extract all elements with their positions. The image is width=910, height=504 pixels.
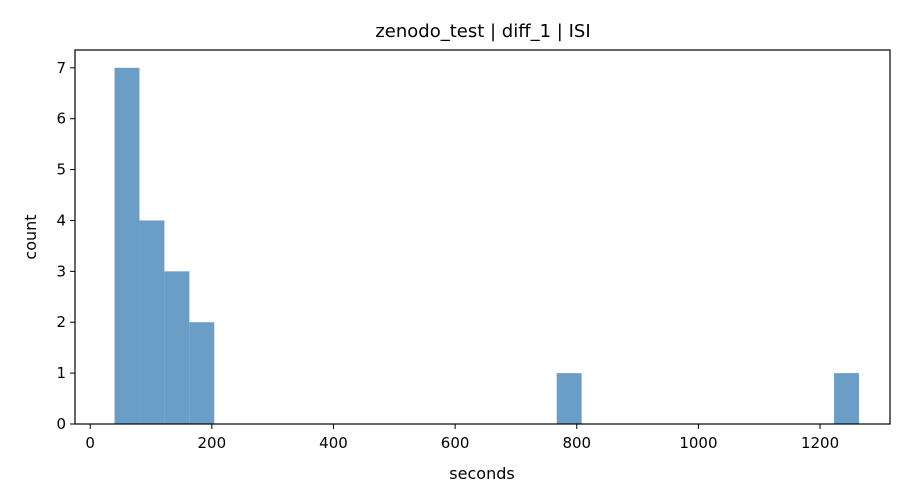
histogram-bar-4 (556, 373, 582, 424)
y-tick-label-1: 1 (56, 364, 66, 382)
x-axis-ticks: 0 200 400 600 800 1000 1200 (85, 424, 839, 452)
x-axis-label: seconds (449, 464, 514, 483)
y-tick-label-6: 6 (56, 110, 66, 128)
histogram-bar-0 (114, 67, 140, 425)
plot-frame (74, 49, 891, 425)
y-axis-ticks: 0 1 2 3 4 5 6 7 (56, 59, 75, 433)
y-tick-label-0: 0 (56, 415, 66, 433)
y-tick-label-4: 4 (56, 211, 66, 229)
histogram-bar-2 (164, 271, 190, 424)
histogram-bar-3 (189, 322, 215, 424)
x-tick-label-3: 600 (441, 434, 470, 452)
x-tick-label-6: 1200 (801, 434, 839, 452)
x-tick-label-2: 400 (319, 434, 348, 452)
histogram-bar-5 (834, 373, 859, 424)
chart-title: zenodo_test | diff_1 | ISI (375, 21, 590, 42)
y-axis-label: count (21, 214, 40, 259)
y-tick-label-5: 5 (56, 161, 66, 179)
y-tick-label-7: 7 (56, 59, 66, 77)
y-tick-label-3: 3 (56, 262, 66, 280)
y-tick-label-2: 2 (56, 313, 66, 331)
x-tick-label-1: 200 (198, 434, 227, 452)
x-tick-label-0: 0 (85, 434, 95, 452)
bars-layer (114, 67, 859, 425)
x-tick-label-5: 1000 (679, 434, 717, 452)
x-tick-label-4: 800 (562, 434, 591, 452)
histogram-bar-1 (139, 220, 165, 424)
